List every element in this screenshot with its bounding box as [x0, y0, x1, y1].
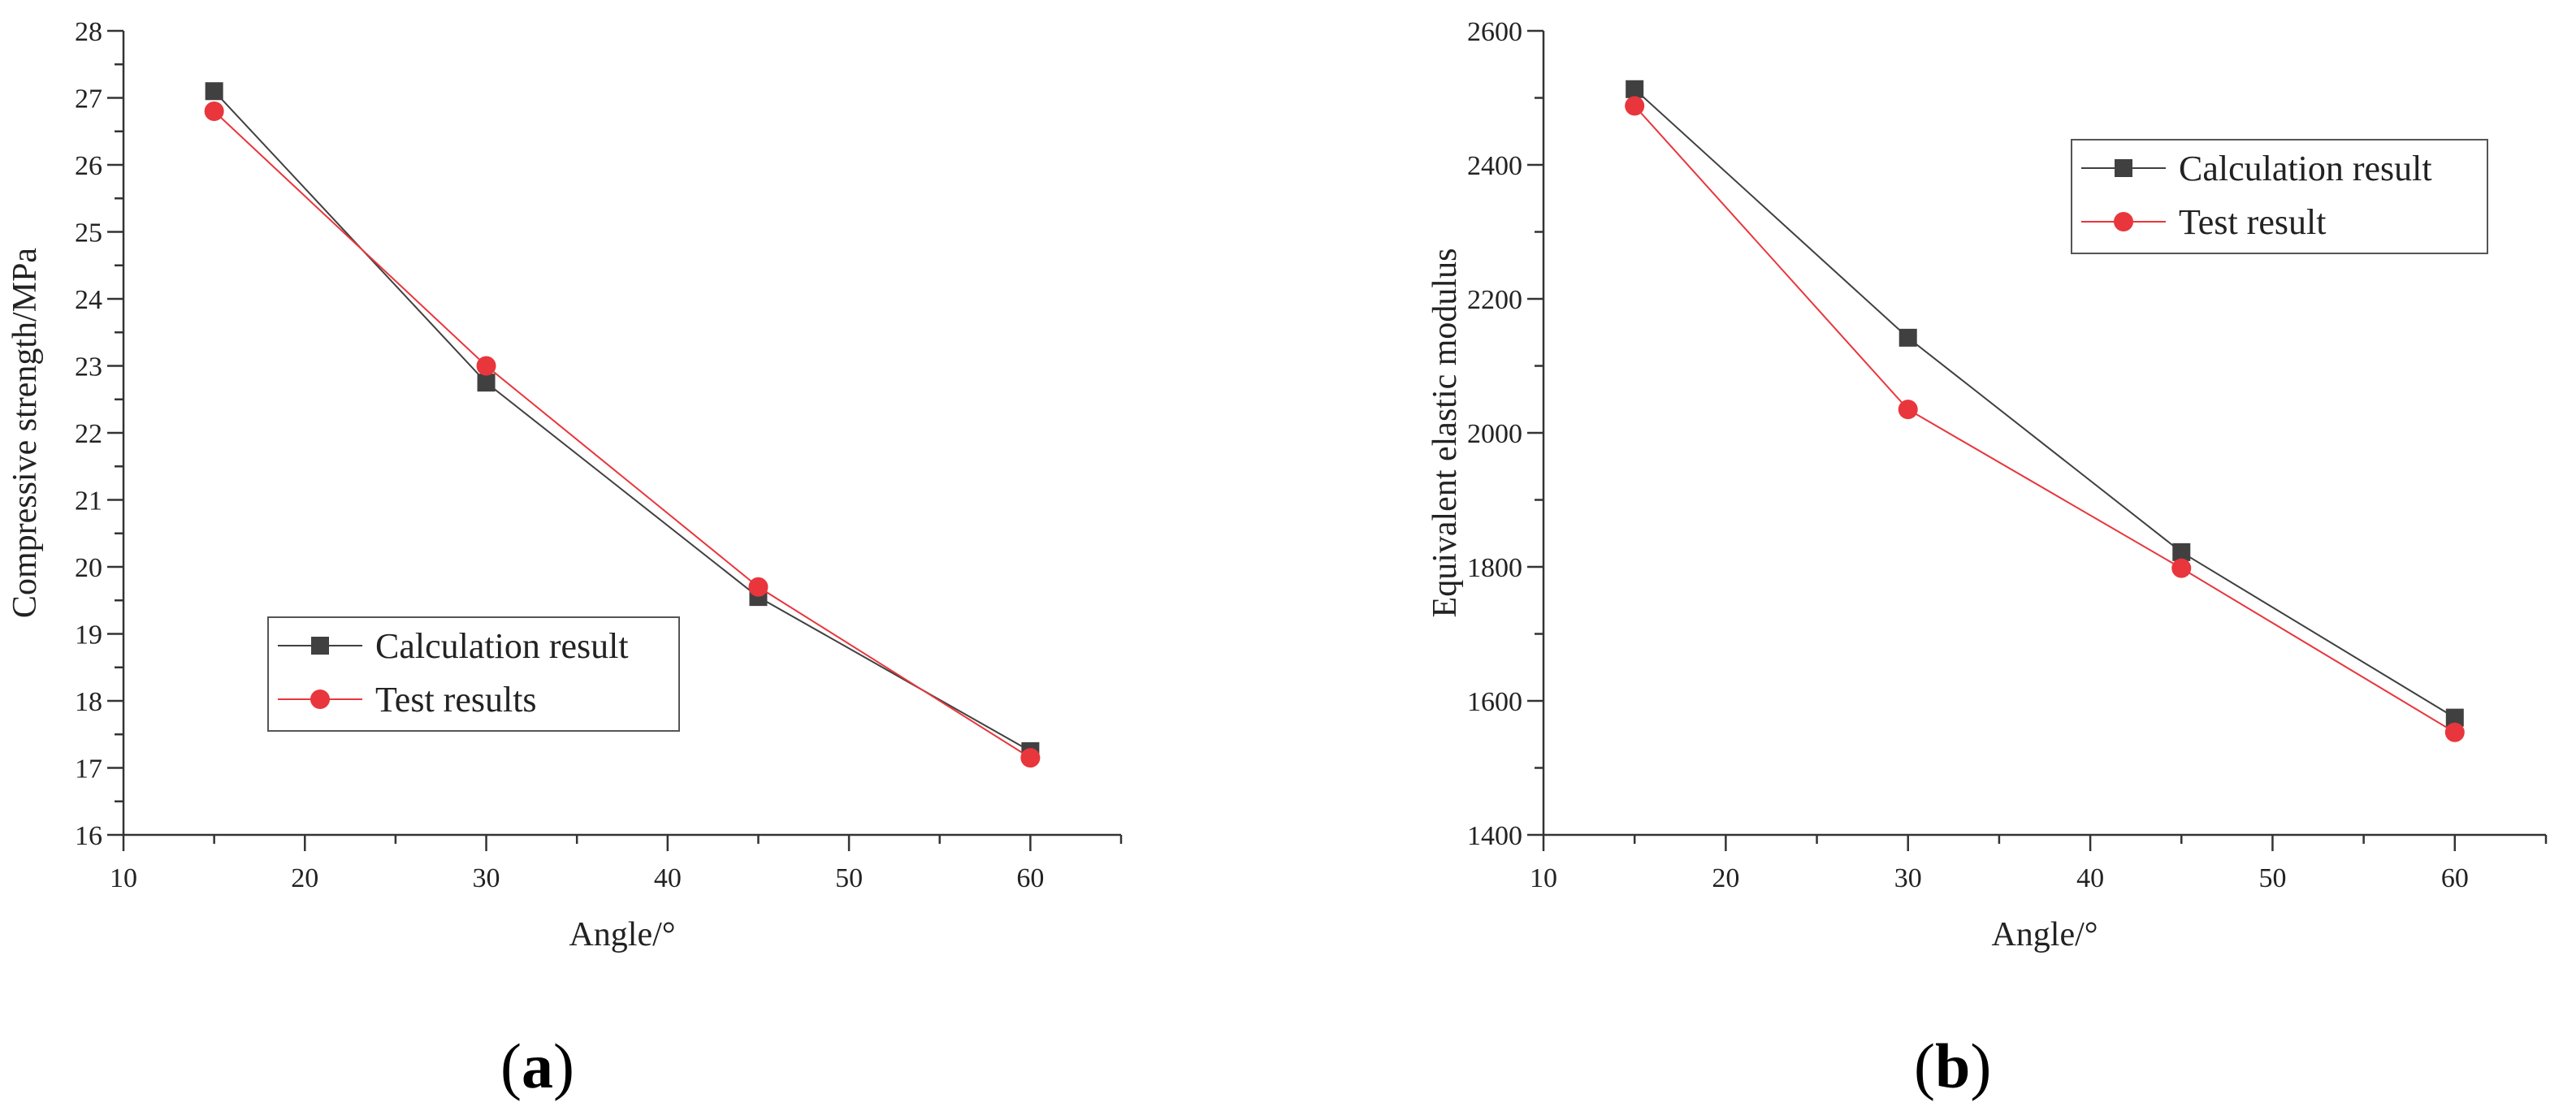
y-tick-label: 21	[75, 486, 102, 517]
series-line-calculation	[1634, 89, 2456, 719]
series-line-calculation	[213, 90, 1031, 752]
data-point-circle	[1020, 748, 1041, 768]
panel-label-b: (b)	[1914, 1031, 1992, 1101]
data-point-square	[2445, 708, 2464, 727]
y-axis-title: Equivalent elastic modulus	[1427, 249, 1464, 618]
y-tick-label: 1600	[1467, 687, 1522, 717]
data-point-circle	[2171, 558, 2192, 578]
y-tick-label: 28	[75, 17, 102, 47]
y-tick-label: 2600	[1467, 17, 1522, 47]
data-point-square	[477, 374, 496, 392]
y-axis-title: Compressive strength/MPa	[6, 248, 44, 618]
legend-marker-square	[2115, 159, 2132, 177]
y-tick-label: 25	[75, 218, 102, 249]
legend-label: Test result	[2179, 202, 2326, 242]
y-tick-label: 27	[75, 84, 102, 115]
data-point-circle	[1625, 96, 1645, 116]
series-line-test	[1634, 105, 2456, 733]
x-axis-title: Angle/°	[569, 916, 675, 953]
data-point-circle	[2444, 722, 2465, 742]
y-tick-label: 16	[75, 821, 102, 851]
y-tick-label: 22	[75, 419, 102, 449]
y-tick-label: 19	[75, 620, 102, 651]
series-line-test	[213, 110, 1031, 759]
x-tick-label: 60	[2441, 863, 2469, 893]
y-tick-label: 24	[75, 285, 102, 315]
y-tick-label: 2200	[1467, 285, 1522, 315]
x-tick-label: 50	[2258, 863, 2286, 893]
data-point-square	[2172, 543, 2191, 561]
y-tick-label: 17	[75, 754, 102, 785]
y-tick-label: 23	[75, 352, 102, 383]
x-tick-label: 50	[835, 863, 863, 893]
y-tick-label: 2000	[1467, 419, 1522, 449]
x-tick-label: 20	[291, 863, 318, 893]
data-point-circle	[748, 577, 768, 597]
chart-b: 10 20 30 40 50 60 1400 1600 1800 2000 2200 2400 2600…	[1427, 17, 2548, 953]
y-tick-label: 1400	[1467, 821, 1522, 851]
legend-box	[2071, 139, 2488, 254]
data-point-square	[205, 82, 223, 101]
data-point-circle	[1898, 400, 1918, 420]
data-point-circle	[476, 356, 496, 376]
data-point-square	[1626, 80, 1644, 98]
y-tick-label: 26	[75, 151, 102, 181]
x-tick-label: 10	[110, 863, 137, 893]
x-tick-label: 10	[1530, 863, 1557, 893]
data-point-circle	[204, 102, 224, 121]
legend-label: Calculation result	[2179, 149, 2432, 188]
y-tick-label: 2400	[1467, 151, 1522, 181]
x-axis-title: Angle/°	[1991, 916, 2098, 953]
y-tick-label: 18	[75, 687, 102, 717]
x-tick-label: 60	[1016, 863, 1044, 893]
y-tick-label: 20	[75, 553, 102, 583]
x-tick-label: 40	[654, 863, 682, 893]
x-tick-label: 20	[1712, 863, 1739, 893]
legend-marker-square	[311, 637, 329, 655]
x-tick-label: 30	[1894, 863, 1922, 893]
x-tick-label: 30	[473, 863, 500, 893]
chart-a: 10 20 30 40 50 60 16 17 18 19 20 21 22 23 24 25 26 27 28 An…	[6, 17, 1123, 953]
data-point-square	[1898, 328, 1917, 347]
legend-box	[267, 616, 680, 732]
legend-marker-circle	[2114, 212, 2133, 231]
legend-marker-circle	[310, 690, 330, 709]
x-tick-label: 40	[2076, 863, 2104, 893]
y-tick-label: 1800	[1467, 553, 1522, 583]
legend-label: Test results	[375, 680, 537, 720]
panel-label-a: (a)	[500, 1031, 574, 1101]
legend-label: Calculation result	[375, 626, 629, 666]
